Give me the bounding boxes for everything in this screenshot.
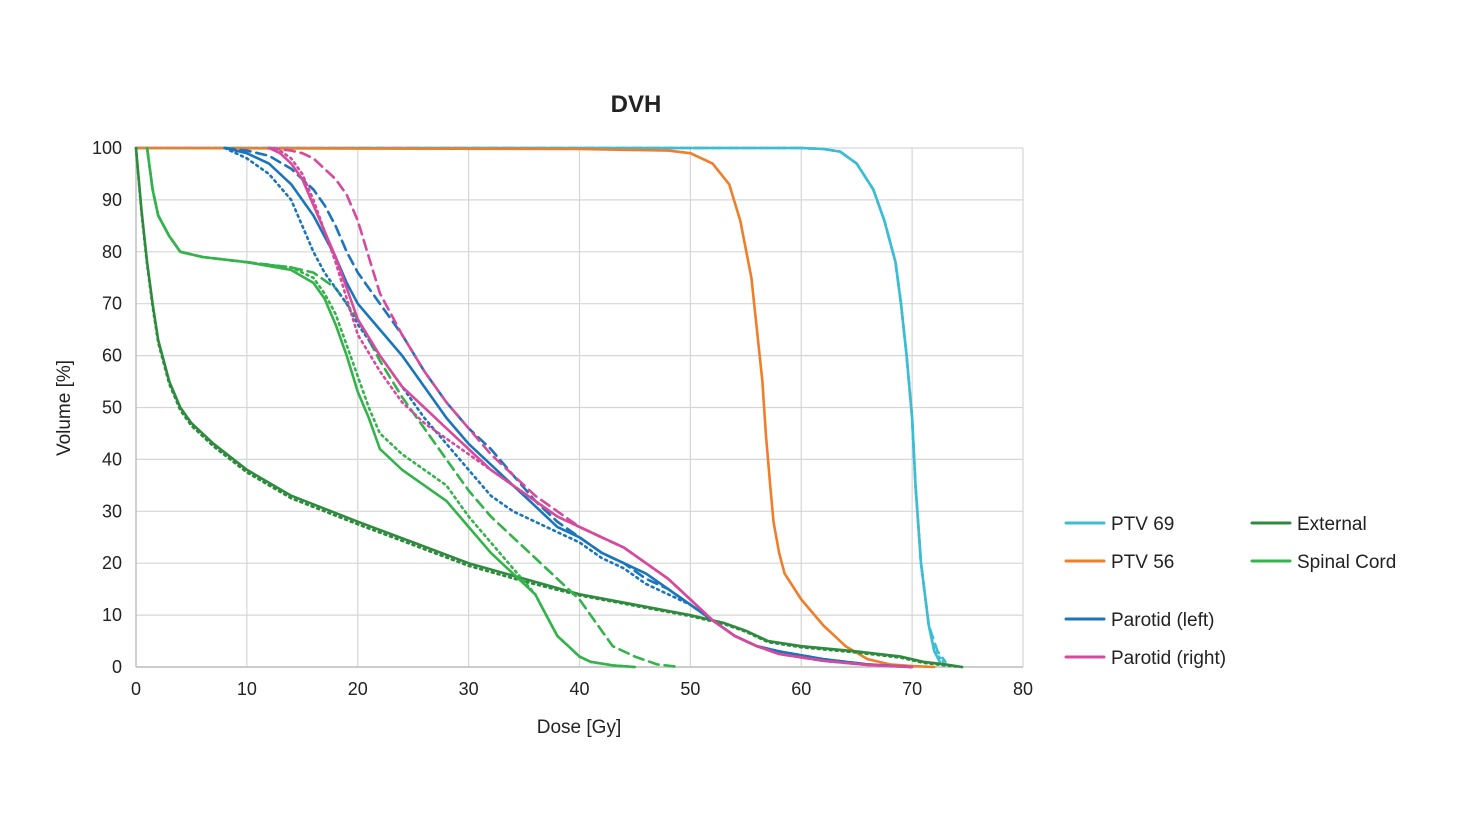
y-tick-label: 90 [102, 190, 122, 210]
y-tick-label: 20 [102, 553, 122, 573]
series-lines [134, 146, 964, 669]
axes: 0 10 20 30 40 50 60 70 80 0 10 20 30 40 50 60 70 80 90 100 [92, 138, 1033, 699]
series-parotid-right-dashed [267, 146, 914, 669]
x-tick-label: 40 [569, 679, 589, 699]
x-tick-label: 10 [237, 679, 257, 699]
legend-item-parotid-left[interactable]: Parotid (left) [1064, 610, 1214, 631]
y-tick-label: 30 [102, 501, 122, 521]
y-tick-label: 80 [102, 242, 122, 262]
x-tick-label: 30 [459, 679, 479, 699]
series-spinal-cord-dashed [145, 146, 681, 669]
legend-item-spinal-cord[interactable]: Spinal Cord [1250, 552, 1396, 573]
x-tick-label: 50 [680, 679, 700, 699]
x-tick-label: 60 [791, 679, 811, 699]
y-tick-label: 10 [102, 605, 122, 625]
y-tick-label: 0 [112, 657, 122, 677]
legend-label: Spinal Cord [1297, 552, 1396, 573]
y-tick-label: 40 [102, 449, 122, 469]
y-tick-label: 100 [92, 138, 122, 158]
x-tick-label: 80 [1013, 679, 1033, 699]
x-tick-label: 20 [348, 679, 368, 699]
legend-label: Parotid (left) [1111, 610, 1214, 631]
legend-label: PTV 56 [1111, 552, 1174, 573]
chart-title: DVH [611, 91, 662, 118]
grid [135, 147, 1024, 668]
x-axis-label: Dose [Gy] [537, 717, 621, 738]
series-parotid-right-dotted [267, 146, 914, 669]
legend-item-ptv-69[interactable]: PTV 69 [1064, 514, 1174, 535]
legend-item-external[interactable]: External [1250, 514, 1367, 535]
x-tick-label: 70 [902, 679, 922, 699]
legend-item-parotid-right[interactable]: Parotid (right) [1064, 648, 1226, 669]
legend-item-ptv-56[interactable]: PTV 56 [1064, 552, 1174, 573]
y-tick-label: 70 [102, 294, 122, 314]
series-ptv-69-dotted [134, 146, 945, 664]
legend-label: External [1297, 514, 1367, 535]
series-external-dotted [134, 146, 964, 669]
legend-label: Parotid (right) [1111, 648, 1226, 669]
y-tick-label: 60 [102, 346, 122, 366]
legend-label: PTV 69 [1111, 514, 1174, 535]
x-tick-label: 0 [131, 679, 141, 699]
series-spinal-cord-dotted [145, 146, 637, 669]
y-tick-label: 50 [102, 398, 122, 418]
legend[interactable]: PTV 69 External PTV 56 Spinal Cord Parotid (… [1064, 514, 1396, 669]
y-axis-label: Volume [%] [54, 360, 75, 456]
